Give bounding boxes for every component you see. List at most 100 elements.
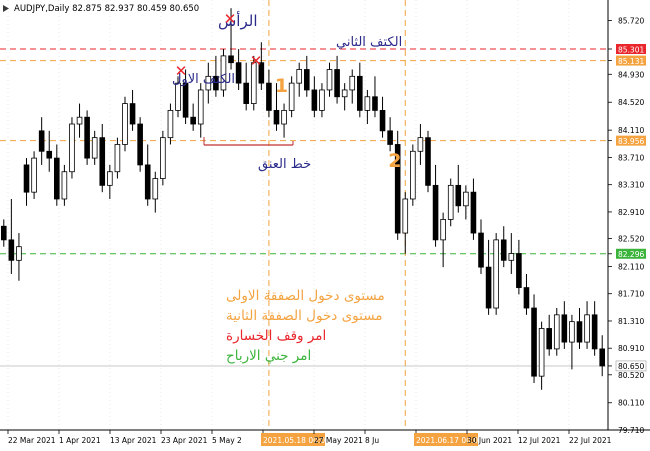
candle-body	[38, 130, 45, 152]
candle	[91, 130, 98, 165]
candle-body	[220, 55, 227, 91]
head-label: الرأس	[218, 11, 258, 30]
price-tick-label: 81.710	[618, 290, 644, 299]
candle-body	[182, 82, 189, 118]
price-tick-label: 85.720	[618, 16, 644, 25]
candle	[432, 164, 439, 247]
candle	[402, 192, 409, 254]
right-shoulder-label: الكتف الثاني	[336, 35, 402, 50]
price-tick-label: 80.910	[618, 344, 644, 353]
candle	[447, 178, 454, 227]
candle	[470, 178, 477, 240]
candle-body	[561, 314, 568, 343]
candle	[160, 130, 166, 186]
candle-body	[341, 89, 348, 98]
candle-body	[303, 69, 310, 91]
candle-body	[387, 130, 393, 145]
candle	[288, 76, 295, 118]
candle-body	[137, 123, 143, 166]
candle	[417, 124, 424, 165]
candle	[197, 83, 204, 138]
marker-1-label: 1	[275, 75, 288, 97]
candle-body	[591, 314, 598, 350]
candle	[387, 117, 393, 152]
level-tag-current-price	[615, 360, 647, 372]
candle	[296, 62, 303, 97]
time-tick-label: 2021.06.17 00:00	[416, 436, 483, 445]
candle	[31, 151, 37, 199]
candle-body	[250, 62, 257, 104]
level-tag-take-profit	[616, 248, 646, 259]
horizontal-levels: 85.301 85.131 83.956 82.296 80.650	[0, 43, 647, 372]
candle	[341, 83, 348, 111]
candle	[76, 103, 83, 138]
time-axis: 22 Mar 2021 1 Apr 2021 13 Apr 2021 23 Apr 2…	[7, 430, 612, 446]
candle	[334, 55, 340, 104]
candle-body	[447, 184, 454, 220]
time-tick-label: 8 Ju	[365, 436, 379, 445]
marker-2-label: 2	[388, 150, 401, 172]
candle-body	[357, 75, 363, 111]
candle-body	[455, 184, 462, 207]
left-shoulder-cross-icon: ✕	[175, 62, 188, 80]
candle-body	[144, 164, 151, 200]
time-tick-label: 30 Jun 2021	[467, 436, 512, 445]
candle-body	[167, 109, 174, 139]
candle-body	[23, 164, 30, 193]
candle-body	[273, 109, 280, 125]
symbol-header: AUDJPY,Daily 82.875 82.937 80.459 80.650	[14, 4, 199, 14]
candle	[0, 219, 7, 247]
candle	[235, 49, 242, 90]
candle-body	[372, 96, 378, 111]
candle	[561, 301, 568, 349]
price-tick-label: 82.110	[618, 262, 644, 271]
level-label-second-entry: 83.956	[618, 137, 644, 146]
price-tick-label: 82.520	[618, 235, 644, 244]
candle-body	[425, 137, 431, 186]
candle-body	[258, 62, 265, 84]
candle	[349, 69, 356, 104]
candle-body	[175, 82, 181, 111]
candle-body	[107, 171, 113, 186]
candle-body	[599, 348, 606, 367]
candle	[182, 69, 189, 125]
candle-body	[91, 137, 98, 159]
candle	[538, 321, 545, 390]
candle-body	[531, 307, 537, 377]
price-tick-label: 84.110	[618, 126, 644, 135]
candle-body	[197, 89, 204, 125]
candle-body	[432, 184, 439, 241]
right-shoulder-cross-icon: ✕	[250, 52, 263, 70]
candle-body	[76, 116, 83, 125]
candle	[599, 335, 606, 377]
candle-body	[326, 69, 333, 91]
time-tick-label: 5 May 2	[212, 436, 242, 445]
candle	[500, 226, 507, 268]
candle	[281, 103, 287, 138]
legend-item: مستوى دخول الصفقة الثانية	[226, 308, 383, 324]
candle-body	[410, 150, 416, 200]
candle	[46, 130, 53, 172]
price-tick-label: 84.930	[618, 70, 644, 79]
candle-body	[402, 198, 409, 234]
candle-body	[0, 225, 7, 241]
candle	[54, 144, 60, 206]
candle	[61, 164, 68, 206]
time-tick-label: 12 Jul 2021	[518, 436, 561, 445]
candle	[228, 8, 234, 70]
candle	[516, 239, 522, 295]
time-tick-label: 2021.05.18 00:00	[263, 436, 330, 445]
candle-body	[190, 116, 196, 125]
candle-body	[440, 219, 446, 241]
candle	[205, 62, 212, 104]
legend-item: امر جني الارباح	[226, 348, 311, 364]
candle-body	[31, 157, 37, 193]
neckline-label: خط العنق	[258, 157, 311, 172]
candle-body	[235, 62, 242, 84]
candle-body	[516, 253, 522, 288]
candles	[0, 8, 606, 390]
candle	[114, 137, 121, 179]
candle	[107, 164, 113, 199]
